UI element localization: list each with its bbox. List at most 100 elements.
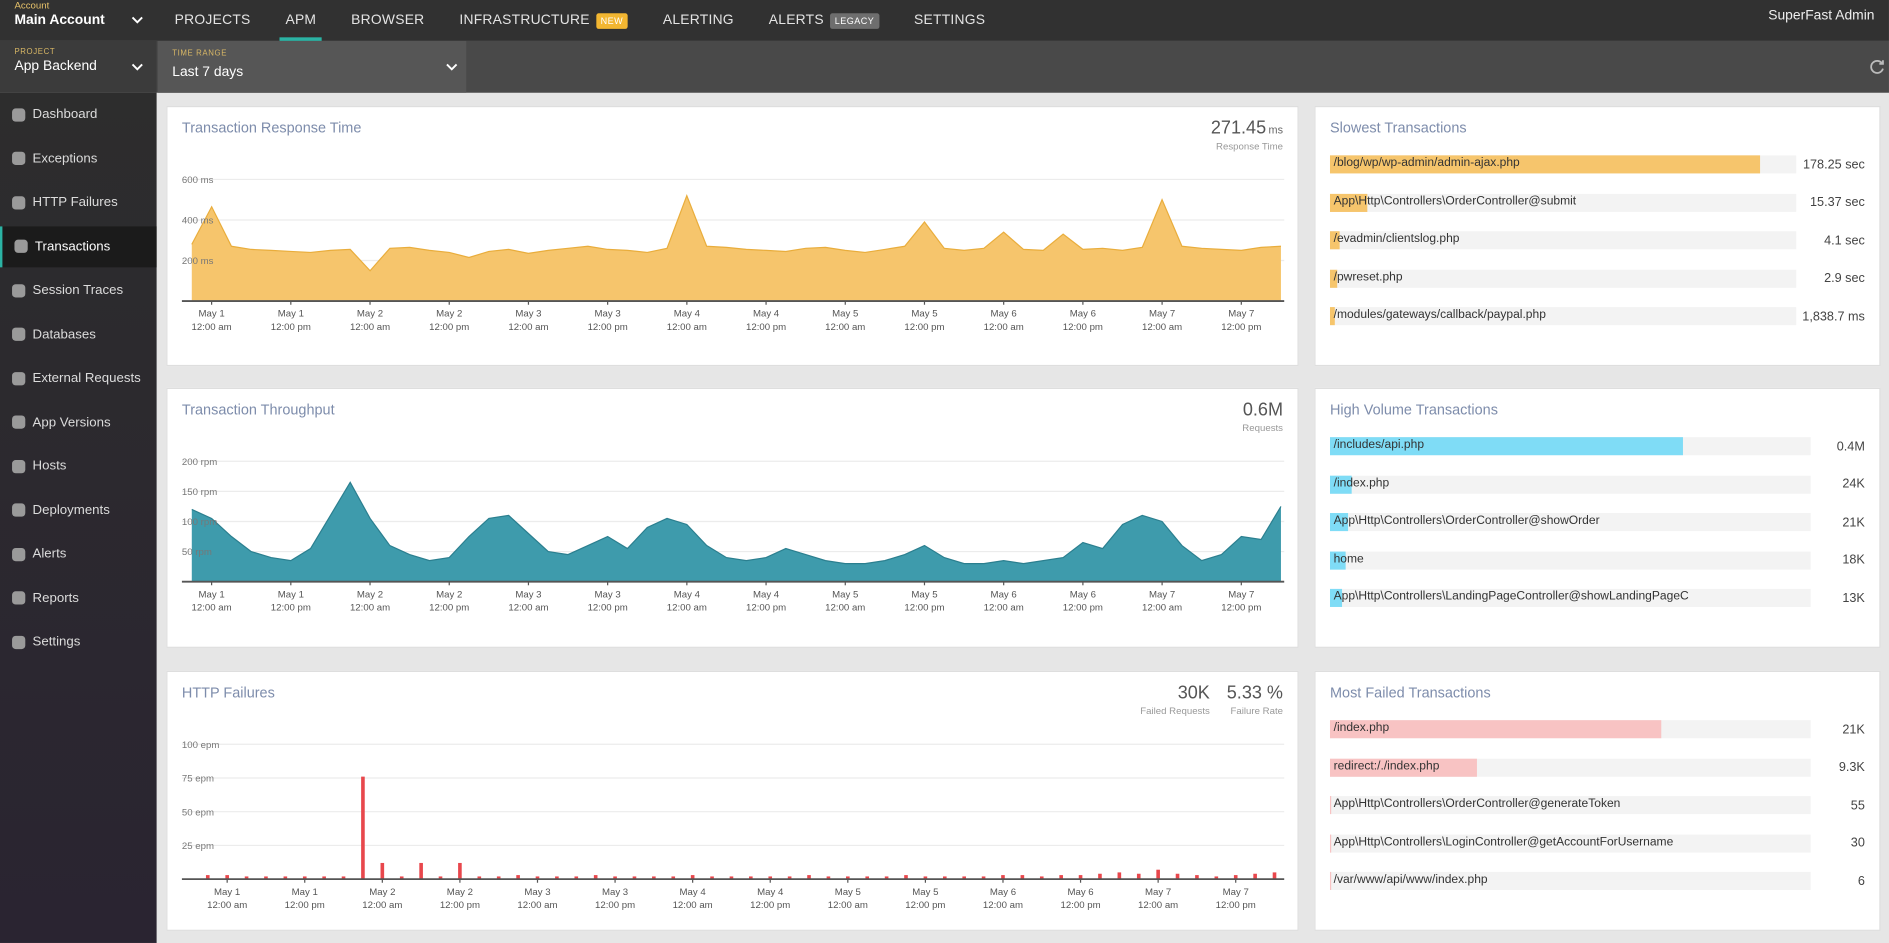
sidebar-item[interactable]: Transactions xyxy=(0,225,157,267)
x-tick-sublabel: 12:00 am xyxy=(192,322,232,333)
sidebar-item[interactable]: HTTP Failures xyxy=(0,182,157,223)
stat: 271.45 ms Response Time xyxy=(1211,118,1283,152)
list-panel: Slowest Transactions/blog/wp/wp-admin/ad… xyxy=(1314,105,1881,367)
time-range-value: Last 7 days xyxy=(172,65,244,80)
nav-item[interactable]: ALERTS LEGACY xyxy=(763,0,885,41)
transaction-value: 18K xyxy=(1842,553,1865,568)
x-tick-label: May 7 xyxy=(1228,309,1254,320)
chart-title: Transaction Response Time xyxy=(181,119,362,137)
time-range-select[interactable]: TIME RANGE Last 7 days xyxy=(157,40,467,93)
transaction-name[interactable]: App\Http\Controllers\OrderController@sho… xyxy=(1333,514,1600,528)
user-menu[interactable]: SuperFast Admin xyxy=(1768,8,1875,23)
transaction-name[interactable]: /var/www/api/www/index.php xyxy=(1333,873,1488,887)
sidebar-item[interactable]: Session Traces xyxy=(0,270,157,311)
chart-stats: 271.45 ms Response Time xyxy=(1211,118,1283,152)
sidebar-item[interactable]: Reports xyxy=(0,577,157,618)
project-value: App Backend xyxy=(14,59,97,74)
project-label: PROJECT xyxy=(14,48,56,57)
bar xyxy=(535,876,540,880)
x-tick-sublabel: 12:00 am xyxy=(508,603,548,614)
x-tick-label: May 7 xyxy=(1149,309,1175,320)
sidebar-item[interactable]: App Versions xyxy=(0,402,157,443)
y-tick-label: 25 epm xyxy=(182,841,214,852)
bar-track: App\Http\Controllers\LoginController@get… xyxy=(1329,834,1811,853)
stat-label: Requests xyxy=(1242,422,1284,434)
transaction-name[interactable]: redirect:/./index.php xyxy=(1333,759,1440,773)
transaction-name[interactable]: /evadmin/clientslog.php xyxy=(1333,232,1460,246)
x-tick-sublabel: 12:00 am xyxy=(350,603,390,614)
transaction-name[interactable]: App\Http\Controllers\LoginController@get… xyxy=(1333,835,1674,849)
x-tick-sublabel: 12:00 am xyxy=(673,900,713,911)
nav-item[interactable]: APM xyxy=(279,0,322,41)
sidebar-item[interactable]: Alerts xyxy=(0,534,157,575)
x-tick-sublabel: 12:00 pm xyxy=(746,322,786,333)
sidebar-icon xyxy=(12,327,26,341)
bar xyxy=(1329,193,1368,212)
y-tick-label: 75 epm xyxy=(182,774,214,785)
transaction-name[interactable]: App\Http\Controllers\OrderController@sub… xyxy=(1333,194,1577,208)
sidebar-item[interactable]: Settings xyxy=(0,621,157,662)
x-tick-sublabel: 12:00 am xyxy=(983,900,1023,911)
x-tick-label: May 6 xyxy=(1070,589,1096,600)
bar xyxy=(1001,875,1005,880)
x-tick-sublabel: 12:00 pm xyxy=(588,322,628,333)
x-tick-sublabel: 12:00 pm xyxy=(1063,322,1103,333)
stat-value-line: 30K xyxy=(1140,683,1210,705)
transaction-value: 2.9 sec xyxy=(1824,271,1865,286)
list-title: High Volume Transactions xyxy=(1329,401,1498,418)
bar-track: /modules/gateways/callback/paypal.php xyxy=(1329,307,1797,326)
x-tick-label: May 7 xyxy=(1145,887,1171,898)
sidebar-item[interactable]: External Requests xyxy=(0,358,157,399)
transaction-name[interactable]: /index.php xyxy=(1333,476,1390,490)
nav-label: PROJECTS xyxy=(174,13,251,28)
chart-title: Transaction Throughput xyxy=(181,401,335,418)
refresh-icon[interactable] xyxy=(1870,59,1886,75)
sidebar-item[interactable]: Deployments xyxy=(0,490,157,531)
transaction-name[interactable]: /pwreset.php xyxy=(1333,270,1403,284)
nav-item[interactable]: PROJECTS xyxy=(169,0,257,41)
nav-label: APM xyxy=(285,13,317,28)
bar xyxy=(1039,876,1044,880)
sidebar-item[interactable]: Exceptions xyxy=(0,138,157,179)
sidebar-item[interactable]: Databases xyxy=(0,314,157,355)
sidebar-item[interactable]: Hosts xyxy=(0,446,157,487)
sidebar-item[interactable]: Dashboard xyxy=(0,94,157,135)
transaction-name[interactable]: /modules/gateways/callback/paypal.php xyxy=(1333,308,1546,323)
bar xyxy=(1195,875,1199,880)
bar xyxy=(865,876,870,880)
x-tick-sublabel: 12:00 pm xyxy=(1221,603,1261,614)
transaction-name[interactable]: /blog/wp/wp-admin/admin-ajax.php xyxy=(1333,156,1520,170)
x-tick-label: May 3 xyxy=(595,309,621,320)
nav-item[interactable]: BROWSER xyxy=(345,0,430,41)
x-tick-label: May 6 xyxy=(991,309,1017,320)
bar xyxy=(555,876,559,880)
account-select[interactable]: Main Account xyxy=(14,13,105,28)
bar xyxy=(341,876,346,880)
project-select[interactable]: PROJECT App Backend xyxy=(0,40,157,93)
transaction-name[interactable]: home xyxy=(1333,552,1364,566)
transaction-name[interactable]: /includes/api.php xyxy=(1333,438,1425,452)
nav: PROJECTS APM BROWSER INFRASTRUCTURE NEW ALERT… xyxy=(169,0,992,41)
stat-value: 271.45 xyxy=(1210,118,1267,139)
stat-unit: ms xyxy=(1268,124,1284,137)
transaction-name[interactable]: App\Http\Controllers\LandingPageControll… xyxy=(1333,590,1689,604)
time-range-label: TIME RANGE xyxy=(172,49,228,58)
x-tick-sublabel: 12:00 am xyxy=(984,322,1024,333)
sidebar-icon xyxy=(12,547,26,561)
nav-item[interactable]: SETTINGS xyxy=(908,0,991,41)
nav-item[interactable]: INFRASTRUCTURE NEW xyxy=(453,0,634,41)
x-tick-sublabel: 12:00 pm xyxy=(595,900,635,911)
nav-item[interactable]: ALERTING xyxy=(657,0,740,41)
stat-value: 30K xyxy=(1177,682,1210,704)
y-tick-label: 600 ms xyxy=(182,175,214,186)
x-tick-sublabel: 12:00 am xyxy=(350,322,390,333)
x-tick-sublabel: 12:00 am xyxy=(984,603,1024,614)
bar xyxy=(904,875,908,880)
y-tick-label: 200 ms xyxy=(182,256,214,267)
transaction-name[interactable]: App\Http\Controllers\OrderController@gen… xyxy=(1333,797,1621,811)
stat-label: Failed Requests xyxy=(1140,705,1210,717)
transaction-name[interactable]: /index.php xyxy=(1333,721,1390,735)
chart-title: HTTP Failures xyxy=(181,684,275,701)
chart-panel: Transaction Response Time 271.45 ms Respons… xyxy=(166,105,1299,367)
